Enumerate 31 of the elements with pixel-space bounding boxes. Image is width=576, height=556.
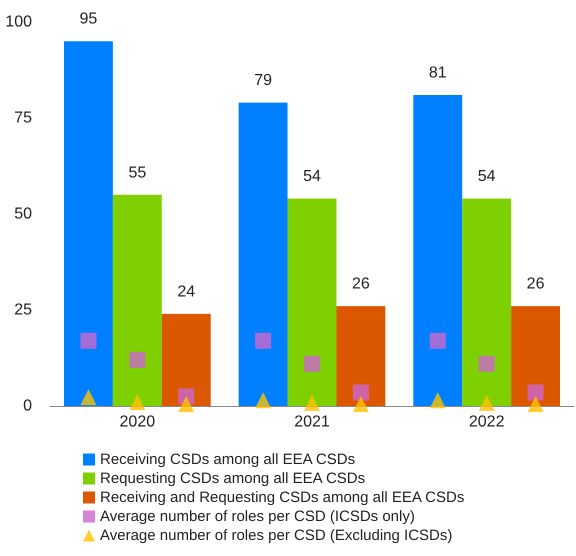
bar	[162, 314, 211, 406]
legend-label: Average number of roles per CSD (ICSDs only)	[100, 508, 415, 525]
x-tick-label: 2022	[468, 414, 505, 430]
x-tick-label: 2020	[120, 414, 156, 430]
data-label: 26	[526, 276, 545, 293]
legend-label: Receiving CSDs among all EEA CSDs	[100, 451, 356, 468]
x-tick-label: 2021	[294, 414, 330, 430]
y-tick-label: 50	[14, 206, 32, 222]
data-label: 54	[478, 168, 496, 186]
bar	[64, 41, 113, 406]
y-tick-label: 25	[14, 302, 32, 318]
y-tick-label: 100	[5, 14, 32, 30]
y-tick-label: 0	[23, 398, 32, 414]
legend-label: Average number of roles per CSD (Excluding ICSDs)	[100, 527, 452, 544]
legend-label: Receiving and Requesting CSDs among all EEA CSDs	[100, 489, 464, 506]
data-label: 95	[80, 10, 98, 28]
bar	[288, 198, 336, 406]
y-tick-label: 75	[14, 110, 32, 126]
bar	[413, 94, 462, 406]
data-label: 26	[352, 276, 370, 293]
data-label: 55	[128, 164, 146, 182]
data-label: 79	[254, 72, 272, 90]
bar	[336, 306, 386, 406]
data-label: 54	[303, 168, 321, 186]
bar	[238, 102, 288, 406]
bar	[112, 194, 162, 406]
bar	[511, 306, 560, 406]
bar	[462, 198, 512, 406]
data-label: 24	[177, 283, 196, 300]
legend-label: Requesting CSDs among all EEA CSDs	[100, 470, 366, 487]
data-label: 81	[428, 64, 447, 82]
